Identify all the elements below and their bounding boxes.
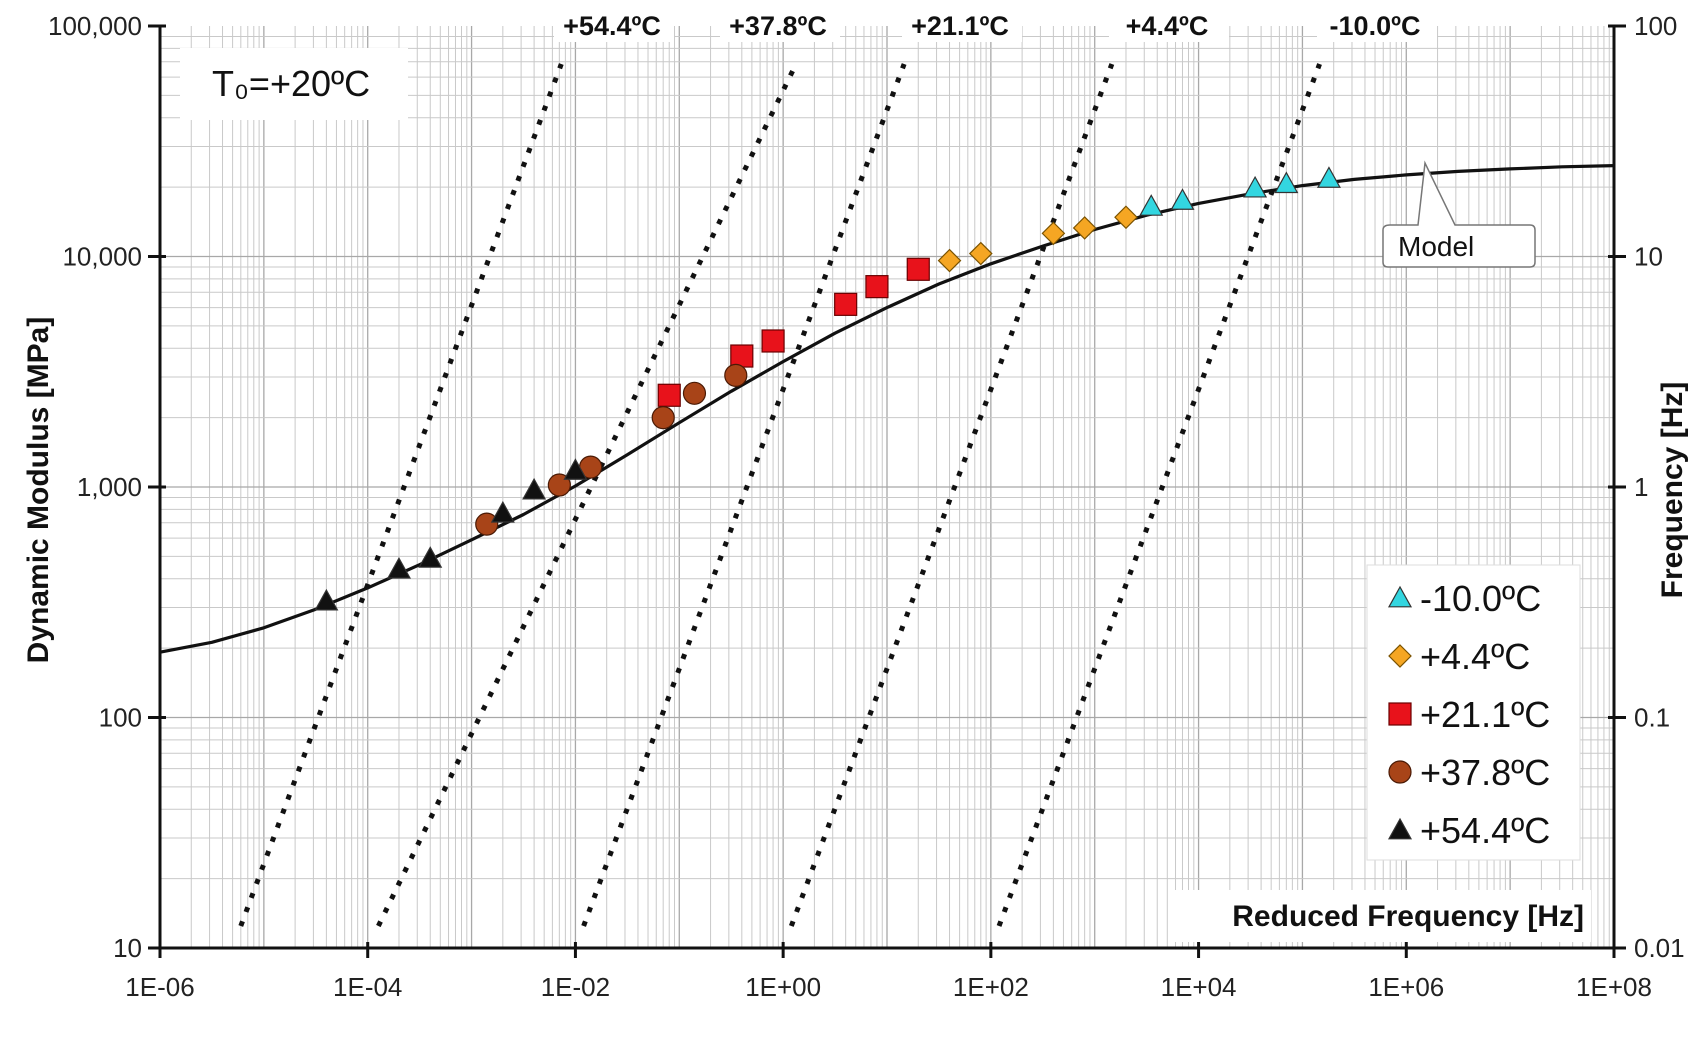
data-points — [314, 166, 1341, 611]
isotherm-label: -10.0ºC — [1330, 11, 1421, 41]
legend-label: -10.0ºC — [1420, 578, 1541, 619]
reference-temperature-box: T₀=+20ºC — [180, 48, 408, 120]
data-point — [968, 241, 993, 266]
model-callout-bubble — [1382, 160, 1536, 268]
data-point — [937, 248, 962, 273]
x-axis-title-box: Reduced Frequency [Hz] — [1175, 890, 1591, 942]
data-point — [1072, 216, 1097, 240]
x-tick-label: 1E+06 — [1368, 972, 1444, 1002]
x-tick-label: 1E+00 — [745, 972, 821, 1002]
data-point — [1139, 194, 1164, 216]
x-axis-title-background — [1175, 890, 1591, 942]
y2-tick-label: 100 — [1634, 11, 1677, 41]
y-tick-label: 100,000 — [48, 11, 142, 41]
legend-marker — [1388, 702, 1412, 726]
y-tick-label: 10 — [113, 933, 142, 963]
isotherm-label: +21.1ºC — [911, 11, 1009, 41]
isotherm-lines — [238, 62, 1322, 928]
isotherm-line — [238, 63, 564, 927]
x-tick-label: 1E+02 — [953, 972, 1029, 1002]
data-point — [724, 363, 748, 387]
x-axis-title: Reduced Frequency [Hz] — [1232, 900, 1584, 933]
isotherm-label: +4.4ºC — [1126, 11, 1209, 41]
isotherm-line — [996, 63, 1322, 927]
data-point — [730, 344, 754, 368]
data-point — [314, 588, 339, 611]
data-point — [682, 381, 707, 405]
legend-marker — [1388, 760, 1412, 784]
data-point — [475, 512, 499, 536]
isotherm-label: +37.8ºC — [729, 11, 827, 41]
y-tick-label: 100 — [99, 703, 142, 733]
isotherm-label-background — [1317, 8, 1437, 42]
y2-tick-label: 0.01 — [1634, 933, 1685, 963]
data-point — [1274, 171, 1299, 194]
y2-tick-label: 10 — [1634, 242, 1663, 272]
y2-tick-label: 1 — [1634, 472, 1648, 502]
y2-tick-label: 0.1 — [1634, 703, 1670, 733]
y-tick-label: 10,000 — [62, 242, 142, 272]
data-point — [563, 458, 588, 480]
data-point — [865, 275, 889, 299]
legend-label: +54.4ºC — [1420, 810, 1550, 851]
isotherm-line — [788, 63, 1115, 927]
isotherm-label-background — [720, 8, 840, 42]
isotherm-line — [581, 63, 907, 927]
legend-marker — [1387, 817, 1413, 840]
data-point — [657, 383, 681, 407]
x-tick-label: 1E-06 — [125, 972, 194, 1002]
data-point — [834, 292, 858, 316]
data-point — [1041, 221, 1066, 246]
data-point — [386, 556, 411, 579]
y-tick-label: 1,000 — [77, 472, 142, 502]
data-point — [1243, 175, 1268, 198]
data-point — [761, 329, 785, 353]
legend-label: +37.8ºC — [1420, 752, 1550, 793]
data-point — [1316, 166, 1341, 188]
legend: -10.0ºC +4.4ºC +21.1ºC +37.8ºC +54.4ºC — [1366, 564, 1581, 861]
data-point — [906, 257, 930, 281]
x-tick-label: 1E+08 — [1576, 972, 1652, 1002]
isotherm-label: +54.4ºC — [563, 11, 661, 41]
axes — [148, 24, 1626, 958]
data-point — [522, 477, 547, 500]
legend-marker — [1388, 644, 1412, 668]
legend-label: +4.4ºC — [1420, 636, 1530, 677]
data-point — [651, 406, 675, 430]
data-point — [490, 500, 515, 523]
x-tick-label: 1E-02 — [541, 972, 610, 1002]
isotherm-label-background — [1109, 8, 1229, 42]
isotherm-label-background — [902, 8, 1022, 42]
data-point — [1114, 205, 1138, 230]
tick-labels: +54.4ºC +37.8ºC +21.1ºC +4.4ºC -10.0ºC 1E-06 1… — [48, 8, 1685, 1002]
data-point — [418, 546, 443, 568]
legend-marker — [1387, 585, 1413, 608]
isotherm-line — [376, 62, 799, 928]
y2-axis-title: Frequency [Hz] — [1656, 382, 1689, 599]
x-tick-label: 1E-04 — [333, 972, 402, 1002]
isotherm-label-background — [554, 8, 674, 42]
model-callout: Model — [1382, 160, 1536, 268]
legend-label: +21.1ºC — [1420, 694, 1550, 735]
data-point — [1170, 188, 1195, 210]
x-tick-label: 1E+04 — [1161, 972, 1237, 1002]
model-label: Model — [1398, 231, 1474, 262]
reference-temperature-background — [180, 48, 408, 120]
reference-temperature-label: T₀=+20ºC — [212, 63, 370, 104]
y-axis-title: Dynamic Modulus [MPa] — [22, 317, 55, 664]
